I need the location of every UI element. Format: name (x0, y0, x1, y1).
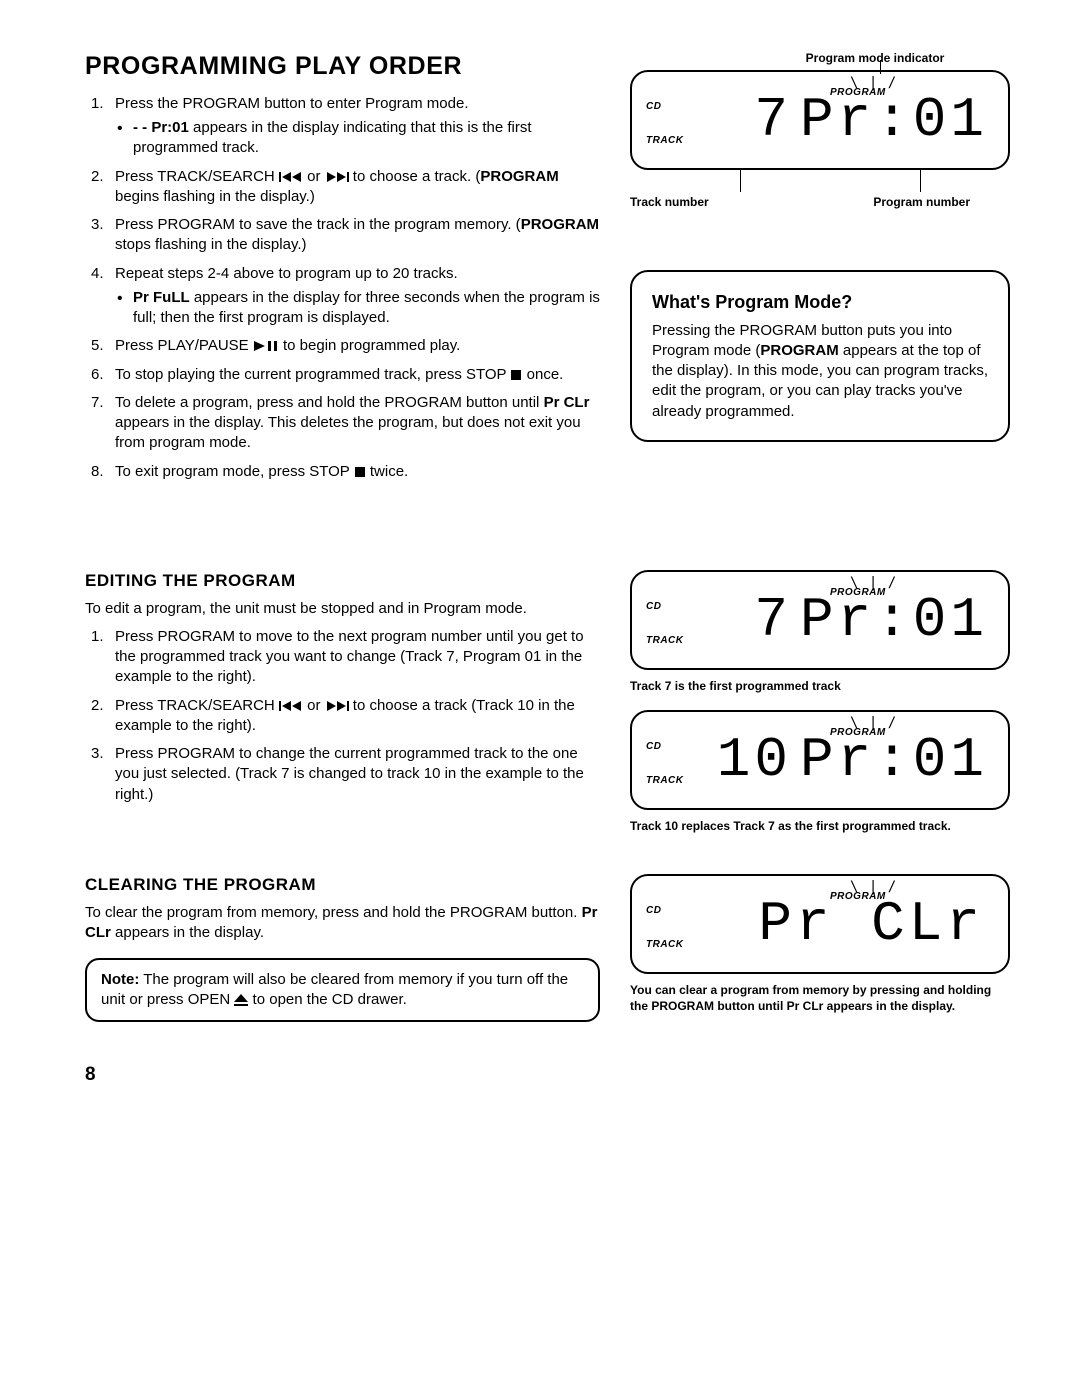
anno-track-number: Track number (630, 194, 740, 210)
lcd-display-1: \ | / CD TRACK PROGRAM 7 Pr:01 (630, 70, 1010, 170)
lcd3-caption: Track 10 replaces Track 7 as the first p… (630, 818, 1010, 834)
eject-icon (234, 994, 248, 1006)
what-is-program-mode-box: What's Program Mode? Pressing the PROGRA… (630, 270, 1010, 442)
lcd-display-2: \ | / CD TRACK PROGRAM 7 Pr:01 (630, 570, 1010, 670)
lcd2-caption: Track 7 is the first programmed track (630, 678, 1010, 694)
page-number: 8 (85, 1062, 1010, 1088)
programming-steps: 1. Press the PROGRAM button to enter Pro… (85, 94, 600, 482)
stop-icon (510, 369, 522, 381)
rewind-icon (279, 171, 303, 183)
editing-steps: 1.Press PROGRAM to move to the next prog… (85, 627, 600, 805)
anno-program-mode: Program mode indicator (630, 50, 1010, 66)
anno-program-number: Program number (760, 194, 1010, 210)
editing-heading: Editing the Program (85, 570, 600, 593)
stop-icon (354, 466, 366, 478)
lcd-display-3: \ | / CD TRACK PROGRAM 10 Pr:01 (630, 710, 1010, 810)
clearing-heading: Clearing the Program (85, 874, 600, 897)
forward-icon (325, 171, 349, 183)
rewind-icon (279, 700, 303, 712)
lcd-display-4: \ | / CD TRACK PROGRAM Pr CLr (630, 874, 1010, 974)
note-box: Note: The program will also be cleared f… (85, 958, 600, 1023)
forward-icon (325, 700, 349, 712)
lcd4-caption: You can clear a program from memory by p… (630, 982, 1010, 1014)
play-pause-icon (253, 340, 279, 352)
main-heading: Programming Play Order (85, 50, 600, 84)
